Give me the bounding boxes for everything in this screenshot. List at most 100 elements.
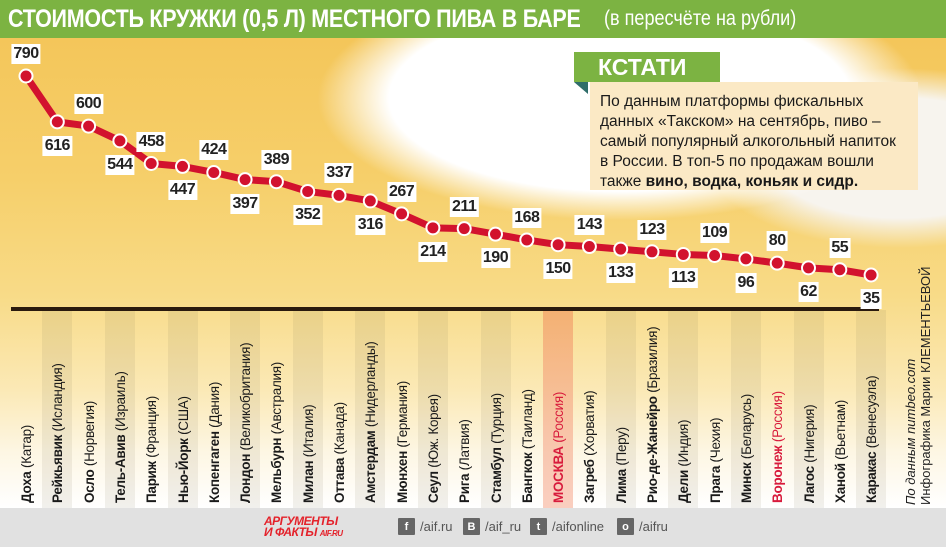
city-label: Тель-Авив (Израиль) [112, 371, 128, 503]
value-label: 123 [637, 219, 667, 240]
price-line-chart [18, 68, 879, 283]
data-point [801, 260, 816, 276]
twitter-icon: t [530, 518, 547, 535]
value-label: 211 [450, 196, 479, 217]
city-label: Лагос (Нигерия) [801, 404, 817, 503]
vk-icon: В [463, 518, 480, 535]
city-label: Лима (Перу) [613, 427, 629, 503]
data-point [362, 193, 378, 209]
data-point [331, 187, 347, 203]
social-twitter[interactable]: t /aifonline [530, 518, 604, 535]
value-label: 337 [324, 163, 354, 184]
city-label: Стамбул (Турция) [488, 393, 504, 503]
data-point [707, 247, 723, 263]
value-label: 389 [261, 149, 291, 170]
data-point [738, 251, 754, 267]
facebook-icon: f [398, 518, 415, 535]
column-stripe [605, 310, 636, 508]
data-point [268, 174, 284, 190]
data-point [18, 68, 34, 84]
city-label: Оттава (Канада) [332, 402, 347, 503]
city-label: Минск (Беларусь) [738, 394, 754, 503]
city-label: Нью-Йорк (США) [175, 396, 191, 503]
city-label: Амстердам (Нидерланды) [363, 341, 379, 503]
value-label: 80 [766, 231, 788, 252]
value-label: 96 [735, 272, 757, 293]
value-label: 133 [606, 263, 636, 284]
credit: По данным numbeo.com Инфографика Марии К… [903, 267, 933, 506]
social-handle: /aifru [639, 519, 668, 534]
value-label: 316 [355, 214, 385, 235]
city-label: Мюнхен (Германия) [394, 381, 410, 503]
city-label: Сеул (Юж. Корея) [425, 394, 441, 503]
author-credit: Инфографика Марии КЛЕМЕНТЬЕВОЙ [918, 266, 933, 506]
value-label: 113 [669, 268, 698, 289]
column-stripe [355, 310, 386, 508]
page-title: СТОИМОСТЬ КРУЖКИ (0,5 Л) МЕСТНОГО ПИВА В… [8, 4, 581, 33]
value-label: 55 [829, 237, 851, 258]
column-stripe [543, 310, 574, 508]
social-handle: /aif.ru [420, 519, 453, 534]
social-odnoklassniki[interactable]: о /aifru [617, 518, 668, 535]
city-label: Рейкьявик (Исландия) [50, 363, 66, 503]
value-label: 267 [386, 181, 417, 202]
page-subtitle: (в пересчёте на рубли) [603, 7, 796, 30]
data-point [143, 156, 159, 172]
value-label: 62 [798, 281, 819, 302]
value-label: 190 [480, 248, 511, 269]
data-point [175, 158, 190, 174]
kstati-tag: КСТАТИ [574, 52, 720, 82]
city-label: Воронеж (Россия) [770, 391, 786, 503]
kstati-fold-decoration [574, 82, 588, 94]
value-label: 352 [293, 205, 323, 226]
value-label: 214 [418, 241, 448, 262]
data-point [81, 118, 97, 134]
data-point [613, 241, 629, 257]
value-label: 150 [543, 258, 573, 279]
value-label: 458 [136, 131, 166, 152]
value-label: 168 [512, 207, 542, 228]
column-stripe [417, 310, 448, 508]
odnoklassniki-icon: о [617, 518, 634, 535]
data-point [425, 220, 441, 236]
data-point [488, 226, 503, 242]
city-label: Осло (Норвегия) [81, 401, 97, 503]
city-label: Милан (Италия) [300, 404, 316, 503]
data-point [237, 172, 253, 188]
city-label: Каракас (Венесуэла) [864, 375, 880, 503]
column-stripe [292, 310, 323, 508]
aif-logo[interactable]: АРГУМЕНТЫ И ФАКТЫ AIF.RU [264, 514, 343, 539]
city-label: Ханой (Вьетнам) [832, 400, 848, 503]
social-facebook[interactable]: f /aif.ru [398, 518, 453, 535]
value-label: 424 [199, 140, 229, 161]
data-point [519, 232, 535, 248]
data-point [394, 206, 410, 222]
column-stripe [730, 310, 761, 508]
city-label: Прага (Чехия) [707, 417, 723, 503]
column-stripe [42, 310, 73, 508]
column-stripe [230, 310, 261, 508]
value-label: 600 [73, 94, 104, 115]
city-label: Загреб (Хорватия) [582, 390, 598, 503]
x-axis-line [11, 307, 879, 311]
social-handle: /aif_ru [485, 519, 522, 534]
value-label: 544 [105, 154, 135, 175]
kstati-text-bold: вино, водка, коньяк и сидр. [645, 173, 859, 190]
data-source: По данным numbeo.com [903, 358, 918, 505]
social-vk[interactable]: В /aif_ru [463, 518, 521, 535]
data-point [769, 255, 785, 271]
city-label: Рига (Латвия) [457, 419, 473, 503]
data-point [675, 246, 691, 262]
column-stripe [480, 310, 511, 508]
title-bar: СТОИМОСТЬ КРУЖКИ (0,5 Л) МЕСТНОГО ПИВА В… [0, 0, 946, 38]
city-label: Париж (Франция) [144, 396, 160, 503]
data-point [456, 221, 472, 237]
data-point [112, 133, 128, 149]
value-label: 109 [699, 223, 730, 244]
kstati-note: По данным платформы фискальных данных «Т… [590, 82, 918, 190]
price-line [23, 74, 872, 279]
city-label: Копенгаген (Дания) [206, 381, 222, 503]
value-label: 35 [860, 289, 882, 309]
kstati-text: По данным платформы фискальных данных «Т… [600, 93, 896, 190]
column-stripe [668, 310, 699, 508]
